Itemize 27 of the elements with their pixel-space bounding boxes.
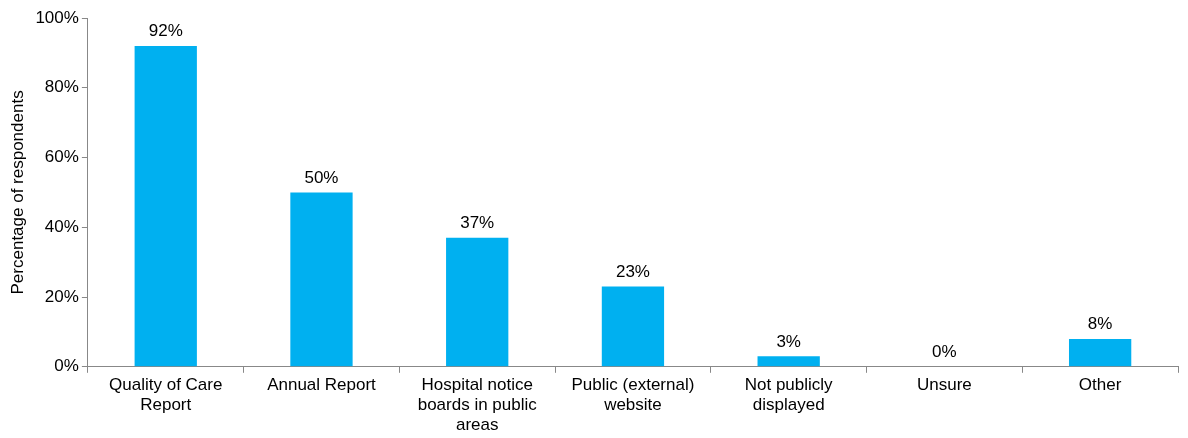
data-label: 37% bbox=[460, 212, 495, 232]
data-label: 3% bbox=[776, 331, 801, 351]
y-tick-label: 80% bbox=[44, 77, 79, 97]
x-tick-label: Unsure bbox=[917, 374, 972, 394]
bar bbox=[601, 286, 665, 367]
y-tick-label: 20% bbox=[44, 286, 79, 306]
bar bbox=[757, 356, 820, 367]
bar bbox=[1068, 338, 1132, 367]
x-tick-label: Other bbox=[1078, 374, 1122, 394]
y-tick-label: 100% bbox=[35, 7, 79, 27]
data-label: 0% bbox=[932, 341, 957, 361]
x-tick-label: Annual Report bbox=[267, 374, 377, 394]
x-tick-label: Not publicly displayed bbox=[744, 374, 834, 415]
x-tick-label: Quality of Care Report bbox=[109, 374, 223, 415]
data-label: 50% bbox=[304, 167, 339, 187]
data-label: 23% bbox=[615, 261, 650, 281]
x-tick-label: Hospital notice boards in public areas bbox=[417, 374, 538, 435]
data-label: 8% bbox=[1087, 314, 1113, 334]
bar bbox=[134, 45, 197, 367]
data-label: 92% bbox=[148, 21, 183, 41]
bar bbox=[446, 237, 509, 367]
y-tick-label: 40% bbox=[44, 216, 79, 236]
y-tick-label: 60% bbox=[44, 147, 79, 167]
x-tick-label: Public (external) website bbox=[571, 374, 695, 415]
y-axis-title: Percentage of respondents bbox=[7, 90, 27, 295]
y-tick-label: 0% bbox=[54, 356, 79, 376]
bar bbox=[290, 192, 353, 367]
